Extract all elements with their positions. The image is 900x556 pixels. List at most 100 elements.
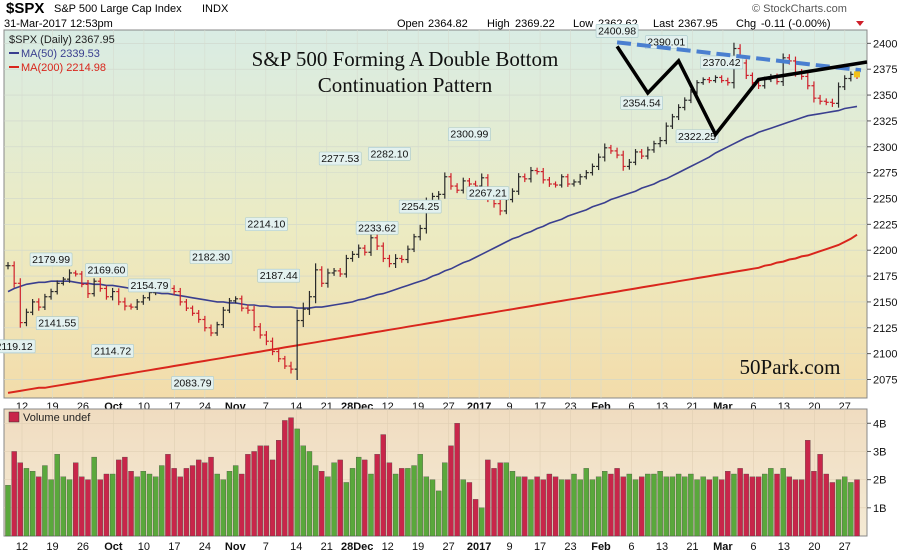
volume-bar (829, 482, 836, 537)
volume-bar (675, 473, 682, 537)
x-tick-label: 12 (382, 541, 394, 553)
volume-bar (540, 479, 546, 537)
volume-bar (854, 479, 860, 537)
price-label-box (35, 316, 79, 330)
volume-bar (276, 440, 282, 537)
y-tick-label: 2275 (873, 168, 897, 180)
open-label: Open (397, 18, 424, 30)
volume-bar (811, 471, 817, 537)
legend-price: $SPX (Daily) 2367.95 (9, 34, 115, 46)
price-label: 2114.72 (94, 345, 131, 357)
price-label: 2169.60 (87, 265, 125, 277)
x-tick-label: 6 (750, 401, 756, 413)
volume-bar (392, 473, 399, 537)
x-tick-label: 7 (263, 541, 269, 553)
volume-bar (466, 482, 473, 537)
volume-bar (823, 473, 829, 537)
volume-bar (146, 473, 153, 537)
volume-bar (712, 476, 719, 537)
volume-bar (743, 473, 749, 537)
open-value: 2364.82 (428, 18, 468, 30)
volume-bar (196, 459, 202, 537)
volume-bar (565, 479, 571, 537)
quote-date: 31-Mar-2017 12:53pm (4, 18, 113, 30)
volume-bar (251, 451, 257, 537)
volume-bar (103, 473, 110, 537)
volume-bar (669, 476, 676, 537)
volume-bar (399, 468, 405, 537)
x-tick-label: Nov (225, 541, 247, 553)
volume-bar (620, 476, 626, 537)
volume-bar (700, 476, 706, 537)
volume-bar (786, 476, 792, 537)
volume-bar (798, 479, 805, 537)
volume-bar (460, 479, 466, 537)
volume-bar (54, 454, 60, 537)
x-tick-label: 17 (534, 541, 546, 553)
x-tick-label: 21 (686, 541, 698, 553)
x-tick-label: 10 (138, 541, 150, 553)
volume-bar (356, 456, 362, 537)
volume-bar (263, 445, 270, 537)
index-name: S&P 500 Large Cap Index (54, 3, 182, 15)
volume-bar (140, 471, 147, 537)
last-label: Last (653, 18, 674, 30)
x-tick-label: 12 (16, 541, 28, 553)
volume-bar (718, 479, 725, 537)
price-label-box (466, 186, 510, 200)
legend-ma50: MA(50) 2339.53 (21, 48, 100, 60)
volume-bar (571, 473, 577, 537)
x-tick-label: 14 (290, 541, 302, 553)
x-tick-label: 6 (750, 541, 756, 553)
volume-bar (405, 468, 411, 537)
volume-bar (595, 476, 602, 537)
volume-bar (429, 479, 436, 537)
volume-bar (645, 473, 651, 537)
volume-bar (835, 479, 842, 537)
y-tick-label: 2175 (873, 271, 897, 283)
volume-bar (36, 476, 42, 537)
volume-bar (559, 479, 565, 537)
volume-bar (91, 456, 97, 537)
x-tick-label: Oct (104, 541, 123, 553)
volume-bar (491, 468, 497, 537)
volume-bar (749, 476, 756, 537)
price-label: 2083.79 (174, 377, 212, 389)
x-tick-label: 19 (46, 541, 58, 553)
double-bottom-pattern (615, 45, 868, 138)
volume-bar (614, 468, 620, 537)
y-tick-label: 2375 (873, 64, 897, 76)
volume-bar (288, 417, 294, 537)
x-tick-label: 9 (507, 541, 513, 553)
volume-bar (780, 468, 786, 537)
x-tick-label: 28Dec (341, 541, 373, 553)
resistance-trendline (616, 40, 862, 73)
price-label: 2390.01 (647, 37, 685, 49)
volume-bar (122, 456, 128, 537)
price-label-box (245, 217, 288, 231)
x-tick-label: 26 (77, 541, 89, 553)
volume-bar (632, 479, 639, 537)
volume-bar (214, 473, 220, 537)
volume-bar (208, 456, 214, 537)
x-tick-label: 27 (443, 541, 455, 553)
price-label: 2119.12 (0, 341, 33, 353)
x-tick-label: 20 (808, 541, 820, 553)
volume-bar (343, 482, 350, 537)
volume-bar (189, 465, 196, 537)
volume-bar (503, 462, 509, 537)
price-label-box (257, 268, 300, 283)
y-tick-label: 2125 (873, 323, 897, 335)
price-label: 2214.10 (247, 219, 285, 231)
price-label-box (398, 199, 442, 214)
x-tick-label: 17 (168, 541, 180, 553)
y-tick-label: 2250 (873, 193, 897, 205)
x-tick-label: Mar (713, 541, 733, 553)
price-label: 2322.25 (678, 131, 716, 143)
volume-bar (479, 507, 485, 537)
x-tick-label: 2017 (467, 541, 491, 553)
volume-bar (768, 468, 774, 537)
price-label: 2187.44 (260, 270, 298, 282)
volume-bar (454, 423, 460, 537)
